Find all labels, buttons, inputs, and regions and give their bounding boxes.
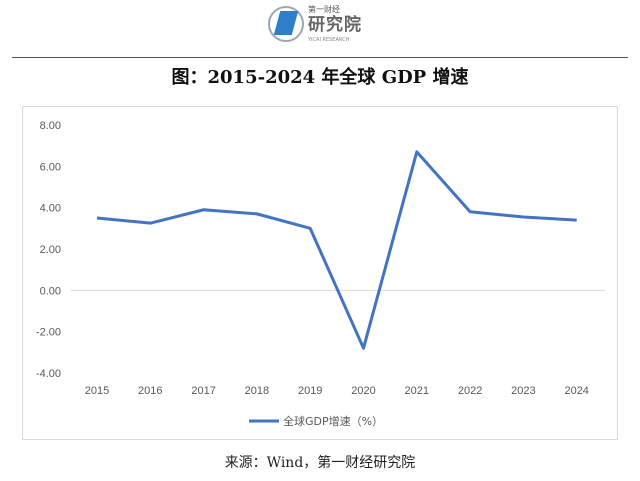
logo-text-sub: YICAI RESEARCH xyxy=(308,37,350,43)
y-tick-label: 8.00 xyxy=(40,120,61,132)
y-tick-label: 2.00 xyxy=(40,244,61,256)
yicai-research-logo: 第一财经 研究院 YICAI RESEARCH xyxy=(268,4,388,48)
x-tick-label: 2017 xyxy=(191,385,215,397)
x-tick-label: 2018 xyxy=(245,385,269,397)
series-line xyxy=(96,150,577,350)
x-tick-label: 2016 xyxy=(138,385,162,397)
line-chart: 8.00 6.00 4.00 2.00 0.00 -2.00 -4.00 2015 2016 20… xyxy=(36,120,605,428)
logo-emblem-icon xyxy=(268,6,304,42)
header-divider xyxy=(12,57,628,58)
x-tick-label: 2020 xyxy=(351,385,375,397)
chart-title: 图：2015-2024 年全球 GDP 增速 xyxy=(171,67,469,88)
y-tick-label: -4.00 xyxy=(36,368,61,380)
source-note: 来源：Wind，第一财经研究院 xyxy=(224,455,416,471)
logo-text-top: 第一财经 xyxy=(308,5,340,14)
chart-area: 8.00 6.00 4.00 2.00 0.00 -2.00 -4.00 2015 2016 20… xyxy=(22,106,618,440)
x-tick-label: 2022 xyxy=(458,385,482,397)
y-tick-label: -2.00 xyxy=(36,327,61,339)
legend-label: 全球GDP增速（%） xyxy=(283,414,383,428)
x-tick-label: 2015 xyxy=(85,385,109,397)
x-tick-label: 2024 xyxy=(564,385,588,397)
x-tick-label: 2019 xyxy=(298,385,322,397)
x-tick-label: 2023 xyxy=(511,385,535,397)
x-tick-label: 2021 xyxy=(405,385,429,397)
y-tick-label: 4.00 xyxy=(40,203,61,215)
logo-text-main: 研究院 xyxy=(308,15,362,35)
y-tick-label: 0.00 xyxy=(40,285,61,297)
y-tick-label: 6.00 xyxy=(40,161,61,173)
